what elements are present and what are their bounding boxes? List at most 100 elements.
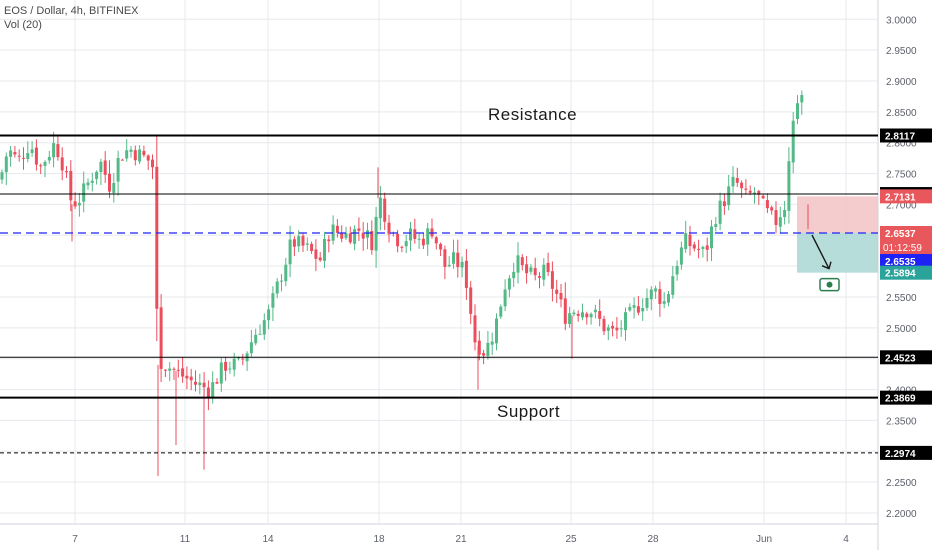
x-tick-label: 28 bbox=[647, 534, 659, 545]
candle-down bbox=[705, 245, 709, 250]
candle-up bbox=[323, 238, 326, 261]
candle-down bbox=[327, 239, 331, 242]
projection-arrow bbox=[811, 234, 830, 269]
candle-down bbox=[482, 353, 486, 356]
candle-up bbox=[589, 313, 593, 318]
candle-down bbox=[770, 207, 774, 211]
candle-down bbox=[13, 152, 17, 155]
candle-down bbox=[163, 369, 167, 371]
candle-down bbox=[310, 243, 314, 252]
candle-down bbox=[120, 159, 124, 161]
x-tick-label: Jun bbox=[756, 534, 772, 545]
candle-up bbox=[641, 307, 645, 312]
candle-up bbox=[275, 281, 279, 294]
candle-down bbox=[39, 165, 43, 167]
candle-up bbox=[353, 229, 357, 244]
candle-up bbox=[593, 309, 597, 313]
candle-down bbox=[744, 188, 748, 190]
candle-down bbox=[17, 155, 21, 157]
y-tick-label: 2.7000 bbox=[886, 200, 917, 211]
stop-price-tag bbox=[880, 189, 932, 204]
candle-down bbox=[413, 229, 417, 239]
candle-up bbox=[374, 216, 378, 251]
candle-down bbox=[241, 358, 245, 360]
candle-down bbox=[774, 210, 778, 225]
candle-up bbox=[378, 197, 382, 219]
candle-up bbox=[628, 306, 632, 311]
candle-up bbox=[30, 149, 34, 153]
x-tick-label: 11 bbox=[180, 534, 191, 545]
candle-down bbox=[611, 325, 615, 329]
candle-down bbox=[176, 369, 180, 371]
candle-down bbox=[473, 315, 477, 343]
candle-up bbox=[280, 280, 283, 282]
candle-up bbox=[129, 149, 133, 152]
candle-down bbox=[22, 157, 25, 159]
candle-up bbox=[675, 266, 679, 275]
countdown-tag bbox=[880, 240, 932, 255]
candle-down bbox=[146, 155, 150, 161]
resistance-line-price-tag bbox=[880, 128, 932, 143]
entry-line-price-tag bbox=[880, 226, 932, 241]
candle-down bbox=[103, 160, 107, 175]
candle-up bbox=[198, 382, 202, 386]
candle-up bbox=[800, 95, 804, 103]
candle-down bbox=[348, 233, 352, 243]
candle-down bbox=[335, 225, 339, 233]
candle-down bbox=[439, 243, 443, 250]
y-tick-label: 3.0000 bbox=[886, 15, 917, 26]
candle-up bbox=[516, 255, 520, 273]
entry-line-price-label: 2.6537 bbox=[885, 229, 916, 240]
x-tick-label: 14 bbox=[262, 534, 274, 545]
y-tick-label: 2.3500 bbox=[886, 416, 917, 427]
candle-up bbox=[718, 200, 722, 224]
candle-up bbox=[211, 382, 215, 399]
candle-down bbox=[469, 287, 473, 314]
candle-down bbox=[189, 376, 193, 381]
projection-arrow-head bbox=[821, 261, 832, 270]
y-tick-label: 2.9500 bbox=[886, 46, 917, 57]
candle-up bbox=[671, 276, 675, 295]
candle-up bbox=[237, 357, 240, 359]
candle-up bbox=[249, 342, 253, 354]
candle-up bbox=[112, 182, 116, 193]
candle-down bbox=[464, 260, 468, 288]
candle-up bbox=[288, 239, 292, 265]
candle-down bbox=[735, 178, 739, 183]
candle-up bbox=[495, 318, 498, 344]
money-icon-center bbox=[826, 281, 833, 288]
candle-down bbox=[757, 191, 761, 195]
x-tick-label: 25 bbox=[565, 534, 577, 545]
candle-up bbox=[787, 161, 791, 211]
candle-up bbox=[714, 224, 718, 228]
candle-down bbox=[400, 246, 404, 248]
candle-up bbox=[662, 301, 666, 304]
candle-up bbox=[9, 150, 13, 157]
candle-up bbox=[619, 328, 623, 330]
candle-up bbox=[447, 264, 451, 267]
y-tick-label: 2.8500 bbox=[886, 108, 917, 119]
y-tick-label: 2.7500 bbox=[886, 170, 917, 181]
candle-down bbox=[576, 313, 580, 316]
stop-loss-zone bbox=[797, 196, 878, 234]
candle-up bbox=[710, 226, 713, 249]
candle-down bbox=[563, 298, 567, 324]
candle-up bbox=[116, 157, 120, 182]
candle-up bbox=[426, 228, 430, 245]
support-2-line-price-label: 2.4523 bbox=[885, 353, 916, 364]
candle-up bbox=[507, 278, 511, 290]
candle-down bbox=[602, 318, 606, 332]
y-tick-label: 2.5000 bbox=[886, 324, 917, 335]
candle-down bbox=[56, 144, 60, 158]
candle-up bbox=[727, 186, 731, 206]
candle-up bbox=[645, 297, 649, 308]
y-tick-label: 2.8000 bbox=[886, 139, 917, 150]
candle-up bbox=[82, 183, 86, 202]
last-price-label: 2.6535 bbox=[885, 257, 916, 268]
candle-up bbox=[529, 267, 533, 272]
candle-down bbox=[65, 171, 68, 173]
support-dashed-line-price-label: 2.2974 bbox=[885, 449, 916, 460]
candle-down bbox=[224, 361, 228, 371]
